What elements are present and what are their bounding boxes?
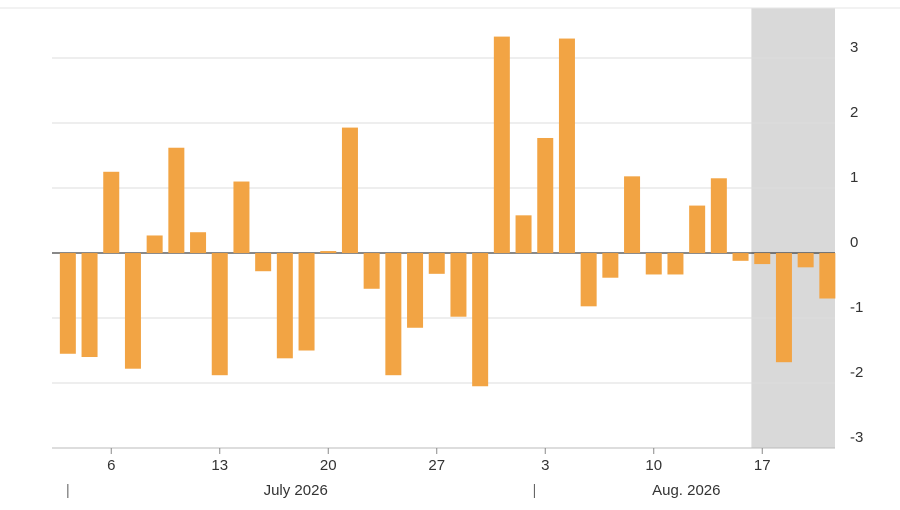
bar xyxy=(124,253,141,369)
bar xyxy=(341,127,358,254)
bar xyxy=(515,215,532,254)
bar xyxy=(168,147,185,254)
bar xyxy=(81,253,98,358)
highlight-region xyxy=(751,8,835,448)
bar xyxy=(493,36,510,254)
month-label: July 2026 xyxy=(264,482,328,499)
x-tick-label: 27 xyxy=(428,457,445,474)
y-tick-label: 2 xyxy=(850,104,858,121)
bar xyxy=(624,176,641,254)
bar xyxy=(190,232,207,254)
y-tick-label: -1 xyxy=(850,299,863,316)
bar xyxy=(580,253,597,307)
x-tick-label: 17 xyxy=(754,457,771,474)
bar xyxy=(211,253,228,376)
bar xyxy=(732,253,749,261)
bar xyxy=(233,181,250,254)
bar xyxy=(645,253,662,275)
bar xyxy=(754,253,771,265)
bar xyxy=(797,253,814,268)
month-label: Aug. 2026 xyxy=(652,482,720,499)
y-tick-label: -3 xyxy=(850,429,863,446)
y-tick-label: 1 xyxy=(850,169,858,186)
bar xyxy=(363,253,380,289)
y-tick-label: 0 xyxy=(850,234,858,251)
x-tick-label: 10 xyxy=(645,457,662,474)
x-tick-label: 6 xyxy=(107,457,115,474)
bar xyxy=(276,253,293,359)
y-tick-label: -2 xyxy=(850,364,863,381)
bar xyxy=(146,235,163,254)
bar xyxy=(775,253,792,363)
bar xyxy=(472,253,489,387)
bar xyxy=(255,253,272,272)
bar xyxy=(298,253,315,351)
bar xyxy=(320,251,337,254)
y-tick-label: 3 xyxy=(850,39,858,56)
bar xyxy=(602,253,619,278)
bar xyxy=(537,137,554,254)
bar xyxy=(710,178,727,254)
bar xyxy=(103,171,120,254)
x-tick-label: 3 xyxy=(541,457,549,474)
x-tick-label: 13 xyxy=(211,457,228,474)
x-tick-label: 20 xyxy=(320,457,337,474)
bar xyxy=(689,205,706,254)
bar xyxy=(450,253,467,317)
bar xyxy=(819,253,836,299)
bar xyxy=(385,253,402,376)
bar xyxy=(428,253,445,274)
bar xyxy=(59,253,76,354)
bar xyxy=(407,253,424,328)
bar xyxy=(558,38,575,254)
bar xyxy=(667,253,684,275)
